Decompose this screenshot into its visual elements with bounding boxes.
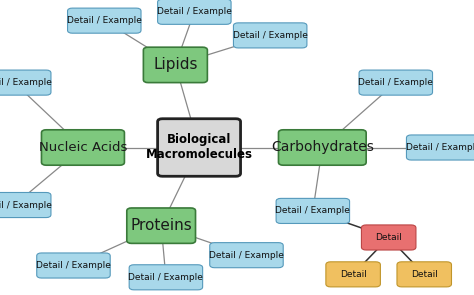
FancyBboxPatch shape [0,193,51,218]
FancyBboxPatch shape [157,0,231,24]
Text: Carbohydrates: Carbohydrates [271,140,374,155]
Text: Detail / Example: Detail / Example [36,261,111,270]
FancyBboxPatch shape [279,130,366,165]
FancyBboxPatch shape [359,70,432,95]
FancyBboxPatch shape [67,8,141,33]
Text: Detail: Detail [411,270,438,279]
Text: Detail / Example: Detail / Example [67,16,142,25]
Text: Proteins: Proteins [130,218,192,233]
Text: Detail: Detail [375,233,402,242]
FancyBboxPatch shape [143,47,207,83]
Text: Detail / Example: Detail / Example [0,201,52,209]
FancyBboxPatch shape [407,135,474,160]
FancyBboxPatch shape [41,130,124,165]
FancyBboxPatch shape [157,119,240,176]
FancyBboxPatch shape [210,242,283,268]
Text: Detail / Example: Detail / Example [157,7,232,16]
FancyBboxPatch shape [397,262,451,287]
FancyBboxPatch shape [276,199,350,224]
Text: Detail / Example: Detail / Example [233,31,308,40]
Text: Detail / Example: Detail / Example [0,78,52,87]
FancyBboxPatch shape [361,225,416,250]
Text: Nucleic Acids: Nucleic Acids [39,141,127,154]
Text: Detail: Detail [340,270,366,279]
Text: Detail / Example: Detail / Example [275,206,350,215]
Text: Detail / Example: Detail / Example [128,273,203,282]
FancyBboxPatch shape [129,265,202,290]
Text: Detail / Example: Detail / Example [358,78,433,87]
Text: Detail / Example: Detail / Example [406,143,474,152]
FancyBboxPatch shape [326,262,380,287]
FancyBboxPatch shape [127,208,195,243]
Text: Detail / Example: Detail / Example [209,251,284,260]
FancyBboxPatch shape [36,253,110,278]
FancyBboxPatch shape [233,23,307,48]
Text: Lipids: Lipids [153,58,198,72]
FancyBboxPatch shape [0,70,51,95]
Text: Biological
Macromolecules: Biological Macromolecules [146,134,253,161]
